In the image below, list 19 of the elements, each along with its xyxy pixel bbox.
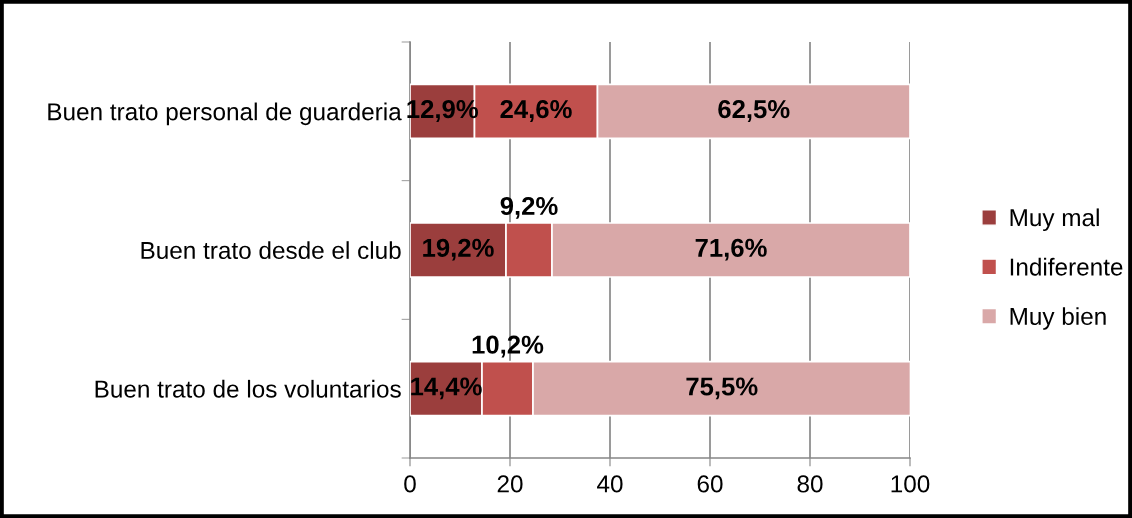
legend-label: Muy bien [1010,307,1106,330]
y-tick-label: Buen trato personal de guarderia [48,102,402,126]
data-label: 62,5% [718,100,790,122]
data-label: 24,6% [500,100,572,122]
legend-label: Muy mal [1010,208,1099,232]
x-tick-label: 60 [697,475,723,493]
x-tick-label: 40 [597,475,623,493]
x-tick-label: 0 [404,475,416,493]
legend-label: Indiferente [1010,257,1123,276]
y-tick-label: Buen trato de los voluntarios [95,379,401,398]
data-label: 19,2% [423,238,494,261]
x-tick-label: 100 [891,475,930,493]
y-tick-label: Buen trato desde el club [141,241,401,260]
data-label: 10,2% [472,335,544,358]
data-label: 71,6% [695,238,767,261]
data-label: 75,5% [686,377,758,400]
x-tick-label: 20 [497,475,523,493]
data-label: 9,2% [500,196,558,219]
x-tick-label: 80 [797,475,823,493]
